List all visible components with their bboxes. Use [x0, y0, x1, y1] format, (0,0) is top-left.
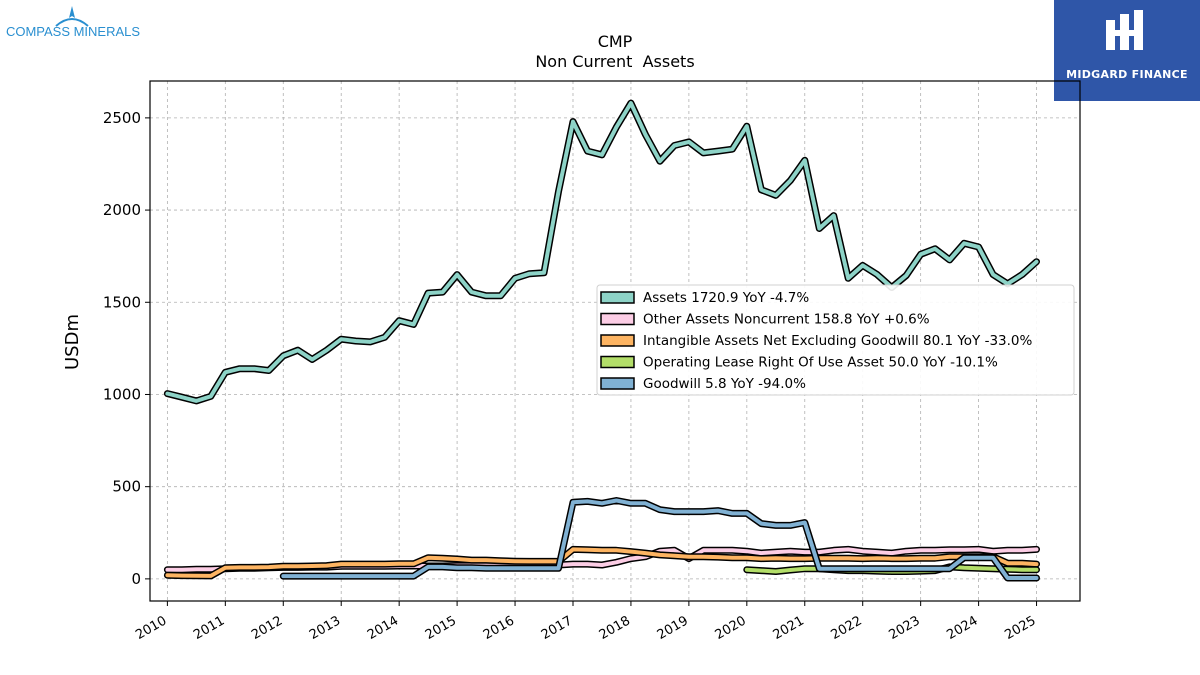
- y-tick-label: 1000: [103, 385, 141, 403]
- legend-item: Goodwill 5.8 YoY -94.0%: [600, 376, 806, 392]
- midgard-finance-logo: MIDGARD FINANCE: [1054, 0, 1200, 101]
- series-goodwill: [279, 497, 1040, 582]
- x-tick-label: 2012: [249, 613, 285, 643]
- y-tick-label: 2500: [103, 109, 141, 127]
- x-tick-label: 2017: [539, 613, 575, 643]
- legend-item: Other Assets Noncurrent 158.8 YoY +0.6%: [600, 312, 930, 328]
- legend-swatch: [600, 334, 635, 347]
- legend-swatch: [600, 377, 635, 390]
- series-line: [281, 498, 1039, 580]
- legend-swatch: [600, 312, 635, 326]
- y-axis-label: USDm: [62, 314, 83, 370]
- x-tick-label: 2020: [713, 613, 749, 643]
- legend-label: Other Assets Noncurrent 158.8 YoY +0.6%: [643, 312, 930, 328]
- series-intangible-assets-net-excluding-goodwill: [163, 545, 1040, 580]
- x-tick-label: 2024: [944, 613, 980, 643]
- x-tick-label: 2016: [481, 613, 517, 643]
- legend-label: Intangible Assets Net Excluding Goodwill…: [643, 333, 1033, 349]
- x-tick-label: 2014: [365, 613, 401, 643]
- legend: Assets 1720.9 YoY -4.7% Other Assets Nonc…: [596, 284, 1075, 396]
- x-tick-label: 2015: [423, 613, 459, 643]
- chart-title: CMP: [598, 32, 633, 51]
- legend-label: Goodwill 5.8 YoY -94.0%: [643, 376, 806, 392]
- legend-label: Operating Lease Right Of Use Asset 50.0 …: [643, 355, 998, 371]
- series-line: [165, 547, 1039, 578]
- x-tick-label: 2019: [655, 613, 691, 643]
- x-tick-label: 2010: [133, 613, 169, 643]
- legend-swatch: [600, 355, 635, 369]
- x-tick-label: 2018: [597, 613, 633, 643]
- y-tick-label: 500: [112, 478, 141, 496]
- compass-minerals-logo: COMPASS MINERALS: [0, 0, 150, 60]
- y-tick-label: 0: [131, 570, 141, 588]
- legend-item: Assets 1720.9 YoY -4.7%: [600, 290, 809, 306]
- left-logo-text: COMPASS MINERALS: [6, 24, 140, 39]
- legend-box: [596, 284, 1075, 396]
- x-tick-label: 2023: [886, 613, 922, 643]
- right-logo-text: MIDGARD FINANCE: [1066, 68, 1188, 81]
- x-tick-label: 2013: [307, 613, 343, 643]
- y-tick-label: 1500: [103, 293, 141, 311]
- x-tick-label: 2011: [191, 613, 227, 643]
- compass-star-icon: [55, 6, 89, 27]
- y-tick-label: 2000: [103, 201, 141, 219]
- x-tick-label: 2021: [771, 613, 807, 643]
- x-tick-label: 2025: [1002, 613, 1038, 643]
- legend-item: Intangible Assets Net Excluding Goodwill…: [600, 333, 1033, 349]
- midgard-emblem-icon: [1106, 10, 1143, 50]
- x-tick-label: 2022: [829, 613, 865, 643]
- plot-frame: [149, 80, 1081, 602]
- legend-label: Assets 1720.9 YoY -4.7%: [643, 290, 809, 306]
- legend-item: Operating Lease Right Of Use Asset 50.0 …: [600, 355, 998, 371]
- chart-subtitle: Non Current Assets: [535, 52, 694, 71]
- legend-swatch: [600, 291, 635, 304]
